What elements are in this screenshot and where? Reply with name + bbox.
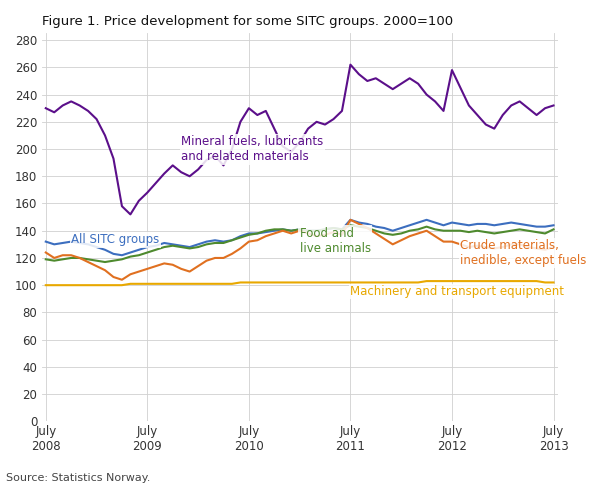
Text: Figure 1. Price development for some SITC groups. 2000=100: Figure 1. Price development for some SIT… — [41, 15, 453, 28]
Text: Machinery and transport equipment: Machinery and transport equipment — [350, 285, 564, 298]
Text: Source: Statistics Norway.: Source: Statistics Norway. — [6, 473, 151, 483]
Text: Crude materials,
inedible, except fuels: Crude materials, inedible, except fuels — [461, 239, 587, 267]
Text: Food and
live animals: Food and live animals — [300, 226, 371, 255]
Text: Mineral fuels, lubricants
and related materials: Mineral fuels, lubricants and related ma… — [181, 136, 323, 163]
Text: All SITC groups: All SITC groups — [71, 233, 159, 246]
